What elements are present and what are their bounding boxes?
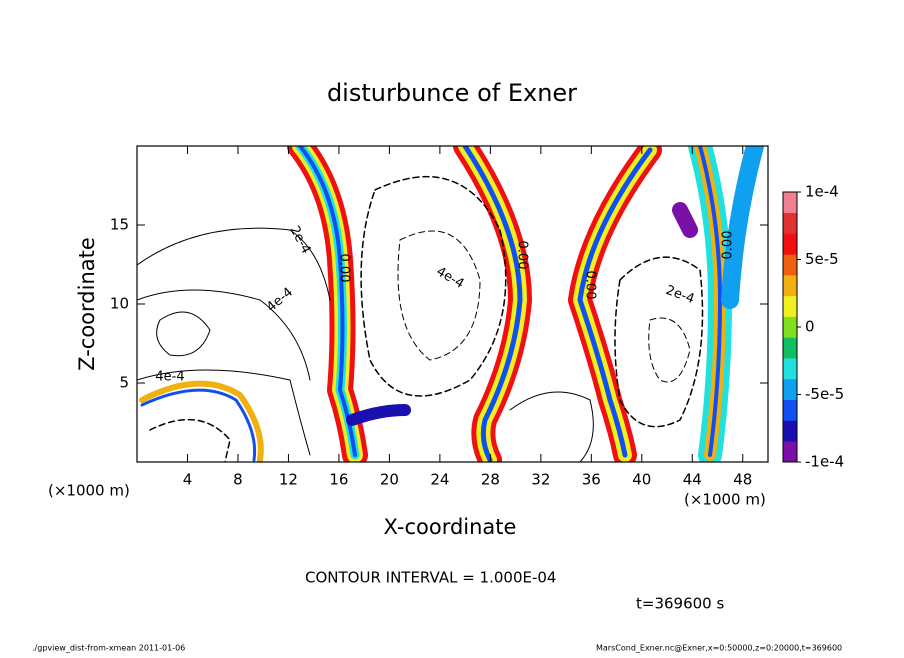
field-patch <box>137 146 175 170</box>
colorbar-tick-label: -1e-4 <box>805 453 844 471</box>
contour-label: 4e-4 <box>434 264 467 292</box>
colorbar-swatch <box>783 358 797 380</box>
x-tick-label: 36 <box>582 471 601 489</box>
shaded-field <box>137 146 764 462</box>
plot-frame <box>136 145 769 463</box>
contour-label: 4e-4 <box>155 370 184 385</box>
x-tick-label: 20 <box>380 471 399 489</box>
contour-label: 0.00 <box>583 271 598 300</box>
colorbar-swatch <box>783 233 797 255</box>
colorbar-swatch <box>783 254 797 276</box>
x-tick-label: 48 <box>733 471 752 489</box>
chart-title: disturbunce of Exner <box>327 79 577 107</box>
x-tick-label: 24 <box>430 471 449 489</box>
colorbar-swatch <box>783 192 797 214</box>
x-tick-label: 32 <box>531 471 550 489</box>
colorbar-swatch <box>783 378 797 400</box>
y-unit-label: (×1000 m) <box>48 482 130 500</box>
x-tick-label: 28 <box>481 471 500 489</box>
x-unit-label: (×1000 m) <box>684 491 766 509</box>
colorbar-tick-label: 1e-4 <box>805 183 839 201</box>
contour-label: 2e-4 <box>287 224 314 257</box>
x-tick-label: 4 <box>183 471 193 489</box>
footer-right: MarsCond_Exner.nc@Exner,x=0:50000,z=0:20… <box>596 644 842 653</box>
contour-lines <box>137 175 704 462</box>
contour-label: 0.00 <box>515 241 530 270</box>
colorbar-swatch <box>783 295 797 317</box>
colorbar-swatch <box>783 212 797 234</box>
contour-label: 0.00 <box>721 231 736 260</box>
colorbar-tick-label: -5e-5 <box>805 385 844 403</box>
colorbar-tick-label: 5e-5 <box>805 250 839 268</box>
y-tick-label: 15 <box>110 216 129 234</box>
time-label: t=369600 s <box>636 595 724 613</box>
x-tick-label: 44 <box>683 471 702 489</box>
x-tick-label: 16 <box>329 471 348 489</box>
contour-label: 2e-4 <box>664 283 697 307</box>
colorbar-swatch <box>783 337 797 359</box>
x-tick-label: 8 <box>233 471 243 489</box>
field-patch <box>137 146 240 205</box>
x-tick-label: 12 <box>279 471 298 489</box>
x-tick-label: 40 <box>632 471 651 489</box>
contour-label: 4e-4 <box>264 285 296 315</box>
y-axis-title: Z-coordinate <box>75 237 99 371</box>
colorbar-swatch <box>783 316 797 338</box>
colorbar-swatch <box>783 399 797 421</box>
plume <box>139 146 764 462</box>
y-tick-label: 10 <box>110 295 129 313</box>
contour-label: 0.00 <box>337 254 352 283</box>
x-axis-title: X-coordinate <box>384 515 517 539</box>
colorbar-swatch <box>783 420 797 442</box>
footer-left: ./gpview_dist-from-xmean 2011-01-06 <box>32 644 185 653</box>
colorbar-swatch <box>783 441 797 463</box>
colorbar-tick-label: 0 <box>805 318 815 336</box>
y-tick-label: 5 <box>119 374 129 392</box>
field-patch <box>530 146 590 190</box>
contour-interval: CONTOUR INTERVAL = 1.000E-04 <box>305 569 556 587</box>
colorbar-swatch <box>783 275 797 297</box>
